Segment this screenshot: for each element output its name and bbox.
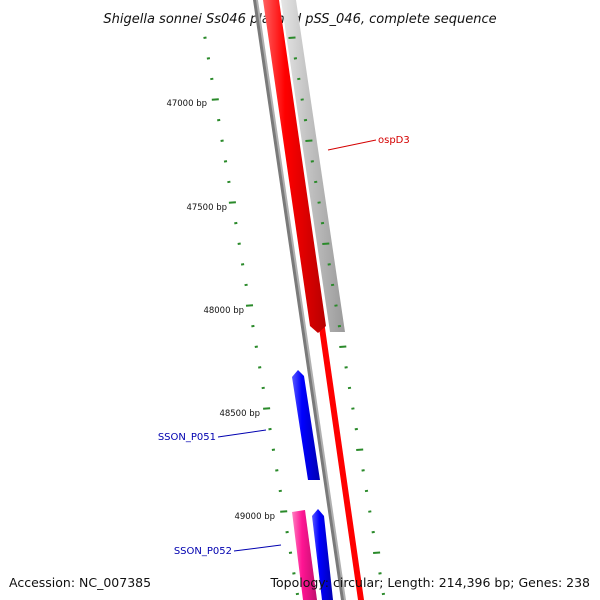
ruler-minor-tick [327, 263, 331, 266]
ruler-minor-tick [295, 592, 300, 596]
ospD3-leader-line [327, 139, 377, 151]
ruler-minor-tick [251, 324, 255, 328]
ruler-minor-tick [258, 366, 262, 369]
ruler-minor-tick [320, 221, 325, 225]
ruler-major-tick [373, 551, 381, 554]
ruler-minor-tick [254, 345, 258, 348]
ruler-minor-tick [244, 283, 248, 287]
ruler-major-tick [280, 510, 288, 513]
ruler-minor-tick [297, 77, 301, 81]
ruler-minor-tick [220, 139, 224, 142]
ruler-ticks [203, 36, 386, 596]
ruler-major-tick [288, 36, 296, 39]
ruler-minor-tick [271, 448, 276, 451]
ruler-minor-tick [227, 180, 231, 184]
ruler-minor-tick [314, 180, 318, 184]
ruler-minor-tick [330, 283, 335, 287]
ruler-minor-tick [268, 427, 272, 431]
SSON_P052-leader-line [233, 544, 282, 552]
ruler-minor-tick [237, 242, 241, 245]
ruler-minor-tick [261, 386, 265, 390]
ruler-minor-tick [334, 304, 338, 307]
ruler-major-tick [211, 98, 219, 101]
gene-ospD3[interactable] [263, 0, 345, 333]
ruler-minor-tick [288, 551, 293, 554]
ruler-minor-tick [344, 366, 348, 369]
ruler-major-tick [228, 201, 236, 204]
gene-labels: ospD3 SSON_P051 SSON_P052 [158, 135, 410, 557]
ruler-minor-tick [275, 469, 279, 472]
ruler-minor-tick [293, 57, 298, 60]
ruler-major-tick [305, 139, 313, 142]
ruler-minor-tick [378, 572, 382, 575]
ruler-minor-tick [217, 118, 221, 122]
bp-label-47000: 47000 bp [166, 99, 207, 109]
ruler-minor-tick [278, 489, 282, 493]
ruler-major-tick [245, 304, 254, 307]
bp-label-48500: 48500 bp [219, 409, 260, 419]
ruler-minor-tick [234, 221, 238, 225]
topology-text: Topology: circular; Length: 214,396 bp; … [270, 575, 591, 590]
ruler-minor-tick [368, 510, 372, 513]
ruler-minor-tick [371, 530, 375, 534]
ruler-minor-tick [337, 324, 342, 328]
ruler-minor-tick [347, 386, 352, 390]
map-title: Shigella sonnei Ss046 plasmid pSS_046, c… [103, 12, 496, 27]
ruler-minor-tick [381, 592, 386, 596]
ruler-major-tick [322, 242, 330, 245]
bp-label-49000: 49000 bp [234, 512, 275, 522]
ruler-minor-tick [210, 77, 214, 81]
ruler-minor-tick [292, 572, 296, 575]
ruler-minor-tick [351, 407, 355, 410]
bp-label-48000: 48000 bp [203, 306, 244, 316]
gene-SSON_P051[interactable] [292, 370, 320, 480]
ruler-labels: 47000 bp 47500 bp 48000 bp 48500 bp 4900… [166, 99, 275, 522]
ruler-minor-tick [240, 263, 245, 266]
ruler-major-tick [339, 345, 347, 348]
ruler-minor-tick [203, 36, 207, 39]
gene-SSON_P052[interactable] [292, 509, 333, 600]
SSON_P051-label[interactable]: SSON_P051 [158, 432, 216, 443]
ruler-minor-tick [206, 57, 211, 60]
accession-text: Accession: NC_007385 [9, 575, 151, 590]
ruler-minor-tick [364, 489, 369, 493]
bp-label-47500: 47500 bp [186, 203, 227, 213]
ruler-minor-tick [310, 160, 314, 163]
ruler-minor-tick [300, 98, 304, 101]
ospD3-label[interactable]: ospD3 [378, 135, 410, 146]
SSON_P052-label[interactable]: SSON_P052 [174, 546, 232, 557]
ruler-minor-tick [361, 469, 365, 472]
SSON_P051-leader-line [217, 429, 267, 438]
ruler-minor-tick [317, 201, 321, 204]
ruler-minor-tick [354, 427, 358, 431]
ruler-major-tick [263, 407, 271, 410]
ruler-minor-tick [285, 530, 289, 534]
ruler-minor-tick [223, 160, 228, 163]
ruler-major-tick [356, 448, 364, 451]
ruler-minor-tick [303, 118, 308, 122]
